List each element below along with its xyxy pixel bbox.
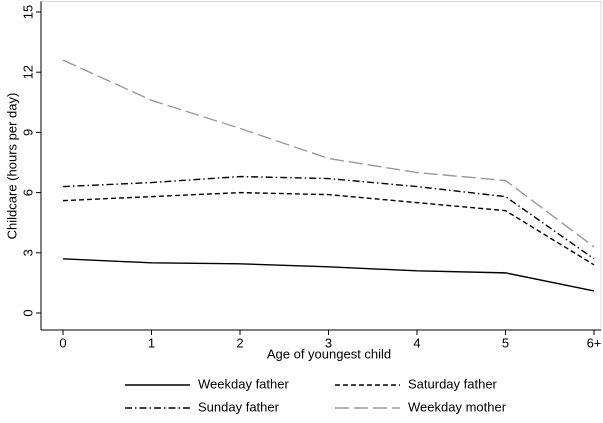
x-tick-label: 0	[59, 335, 66, 350]
line	[62, 175, 595, 260]
x-axis-title: Age of youngest child	[267, 346, 391, 361]
y-axis-title: Childcare (hours per day)	[4, 93, 19, 240]
x-tick-label: 1	[148, 335, 155, 350]
y-tick-label: 6	[20, 189, 35, 196]
y-tick-label: 9	[20, 129, 35, 136]
y-tick-label: 12	[20, 65, 35, 79]
legend-label: Weekday mother	[408, 399, 507, 414]
x-tick-label: 4	[413, 335, 420, 350]
y-tick-label: 3	[20, 249, 35, 256]
legend-label: Sunday father	[198, 399, 280, 414]
line	[62, 59, 595, 248]
x-tick-label: 2	[236, 335, 243, 350]
plot-region	[40, 1, 602, 331]
x-tick-label: 5	[502, 335, 509, 350]
line	[62, 258, 595, 292]
y-tick-label: 0	[20, 309, 35, 316]
x-tick-label: 3	[325, 335, 332, 350]
line	[62, 191, 595, 266]
y-tick-label: 15	[20, 5, 35, 19]
legend-label: Saturday father	[408, 376, 498, 391]
legend-label: Weekday father	[198, 376, 289, 391]
x-tick-label: 6+	[587, 335, 602, 350]
